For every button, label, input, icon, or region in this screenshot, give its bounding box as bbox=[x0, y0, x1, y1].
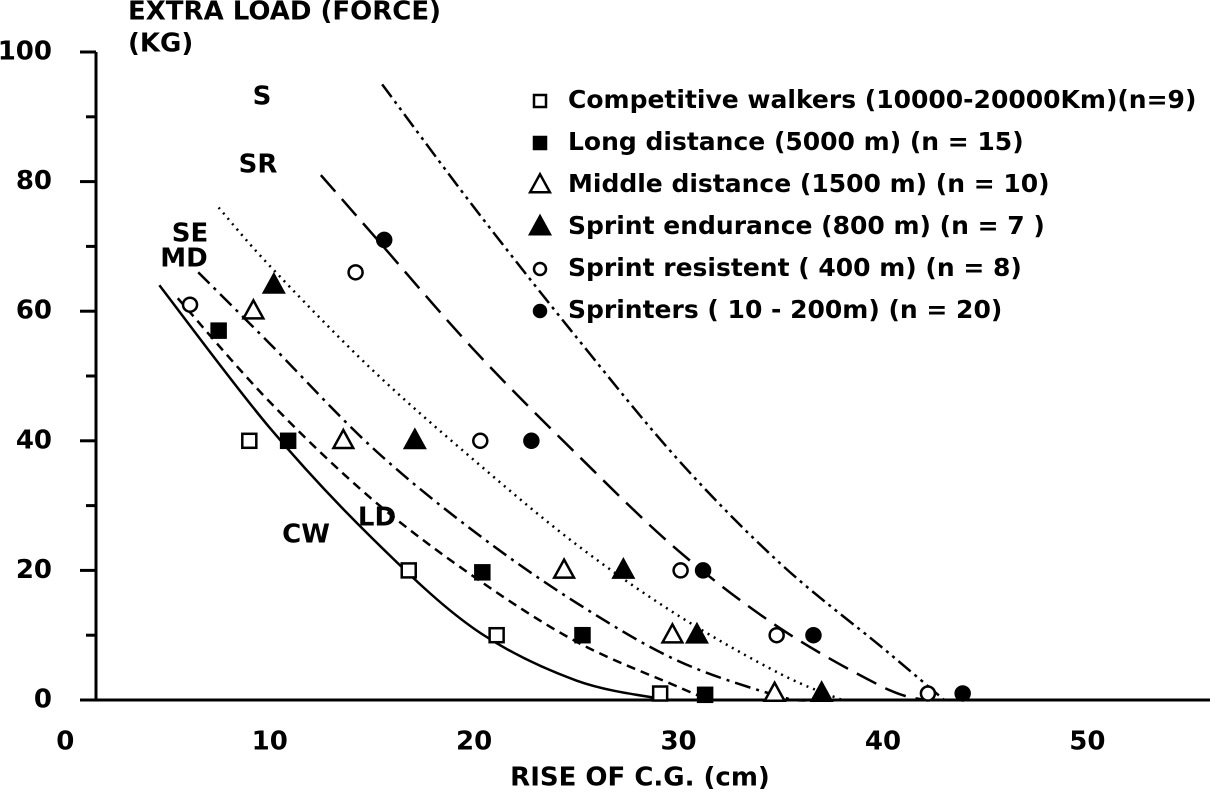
fit-curve bbox=[319, 174, 925, 702]
fit-curve bbox=[158, 284, 669, 702]
curve-label: SE bbox=[172, 219, 209, 249]
marker bbox=[805, 626, 822, 644]
marker bbox=[574, 626, 591, 644]
curve-label: S bbox=[253, 82, 272, 112]
marker bbox=[611, 557, 636, 579]
x-tick-label: 40 bbox=[865, 727, 901, 757]
marker bbox=[768, 626, 785, 644]
marker bbox=[402, 427, 427, 450]
marker bbox=[472, 432, 489, 450]
x-tick-label: 20 bbox=[456, 727, 492, 757]
marker bbox=[523, 432, 540, 450]
legend-label: Sprint endurance (800 m) (n = 7 ) bbox=[568, 211, 1045, 240]
marker bbox=[672, 562, 689, 579]
legend-marker bbox=[532, 93, 548, 109]
marker bbox=[210, 322, 227, 339]
y-tick-label: 80 bbox=[16, 166, 52, 196]
marker bbox=[400, 562, 417, 579]
marker bbox=[331, 427, 356, 450]
y-tick-label: 40 bbox=[16, 425, 52, 455]
x-tick-label: 30 bbox=[660, 727, 696, 757]
legend-label: Competitive walkers (10000-20000Km)(n=9) bbox=[568, 85, 1196, 114]
marker bbox=[684, 621, 709, 644]
y-tick-label: 100 bbox=[0, 37, 52, 67]
x-tick-label: 50 bbox=[1069, 727, 1105, 757]
marker bbox=[696, 686, 714, 704]
y-tick-label: 60 bbox=[16, 296, 52, 326]
marker bbox=[651, 685, 669, 702]
x-tick-label: 10 bbox=[252, 727, 288, 757]
legend-label: Long distance (5000 m) (n = 15) bbox=[568, 127, 1024, 156]
marker bbox=[181, 296, 199, 313]
marker bbox=[552, 557, 577, 579]
marker bbox=[375, 231, 393, 249]
marker bbox=[241, 432, 258, 450]
curve-label: SR bbox=[239, 150, 278, 180]
legend-marker bbox=[527, 213, 553, 236]
marker bbox=[241, 297, 266, 320]
legend-label: Sprinters ( 10 - 200m) (n = 20) bbox=[568, 295, 1002, 324]
marker bbox=[762, 680, 787, 702]
marker bbox=[488, 626, 505, 644]
marker bbox=[474, 564, 491, 581]
legend-label: Middle distance (1500 m) (n = 10) bbox=[568, 169, 1050, 198]
legend-label: Sprint resistent ( 400 m) (n = 8) bbox=[568, 253, 1022, 282]
fit-curve bbox=[197, 271, 812, 702]
marker bbox=[954, 685, 971, 702]
marker bbox=[919, 685, 937, 702]
marker bbox=[809, 680, 834, 702]
x-axis-label: RISE OF C.G. (cm) bbox=[510, 763, 770, 793]
curve-label: LD bbox=[358, 503, 396, 533]
marker bbox=[694, 562, 712, 579]
legend-marker bbox=[532, 135, 548, 151]
curve-label: MD bbox=[160, 244, 207, 274]
marker bbox=[347, 264, 364, 281]
marker bbox=[660, 621, 685, 644]
y-axis-label: EXTRA LOAD (FORCE) bbox=[128, 0, 441, 27]
curve-label: CW bbox=[282, 520, 330, 550]
y-axis-label: (KG) bbox=[128, 29, 193, 59]
fit-curve bbox=[176, 297, 710, 702]
y-tick-label: 20 bbox=[16, 555, 52, 585]
y-tick-label: 0 bbox=[34, 685, 52, 715]
legend-marker bbox=[527, 171, 553, 194]
marker bbox=[279, 432, 297, 450]
legend-marker bbox=[532, 303, 548, 319]
legend-marker bbox=[532, 261, 548, 277]
marker bbox=[261, 271, 286, 294]
fit-curve bbox=[381, 83, 946, 701]
x-tick-label: 0 bbox=[56, 727, 74, 757]
